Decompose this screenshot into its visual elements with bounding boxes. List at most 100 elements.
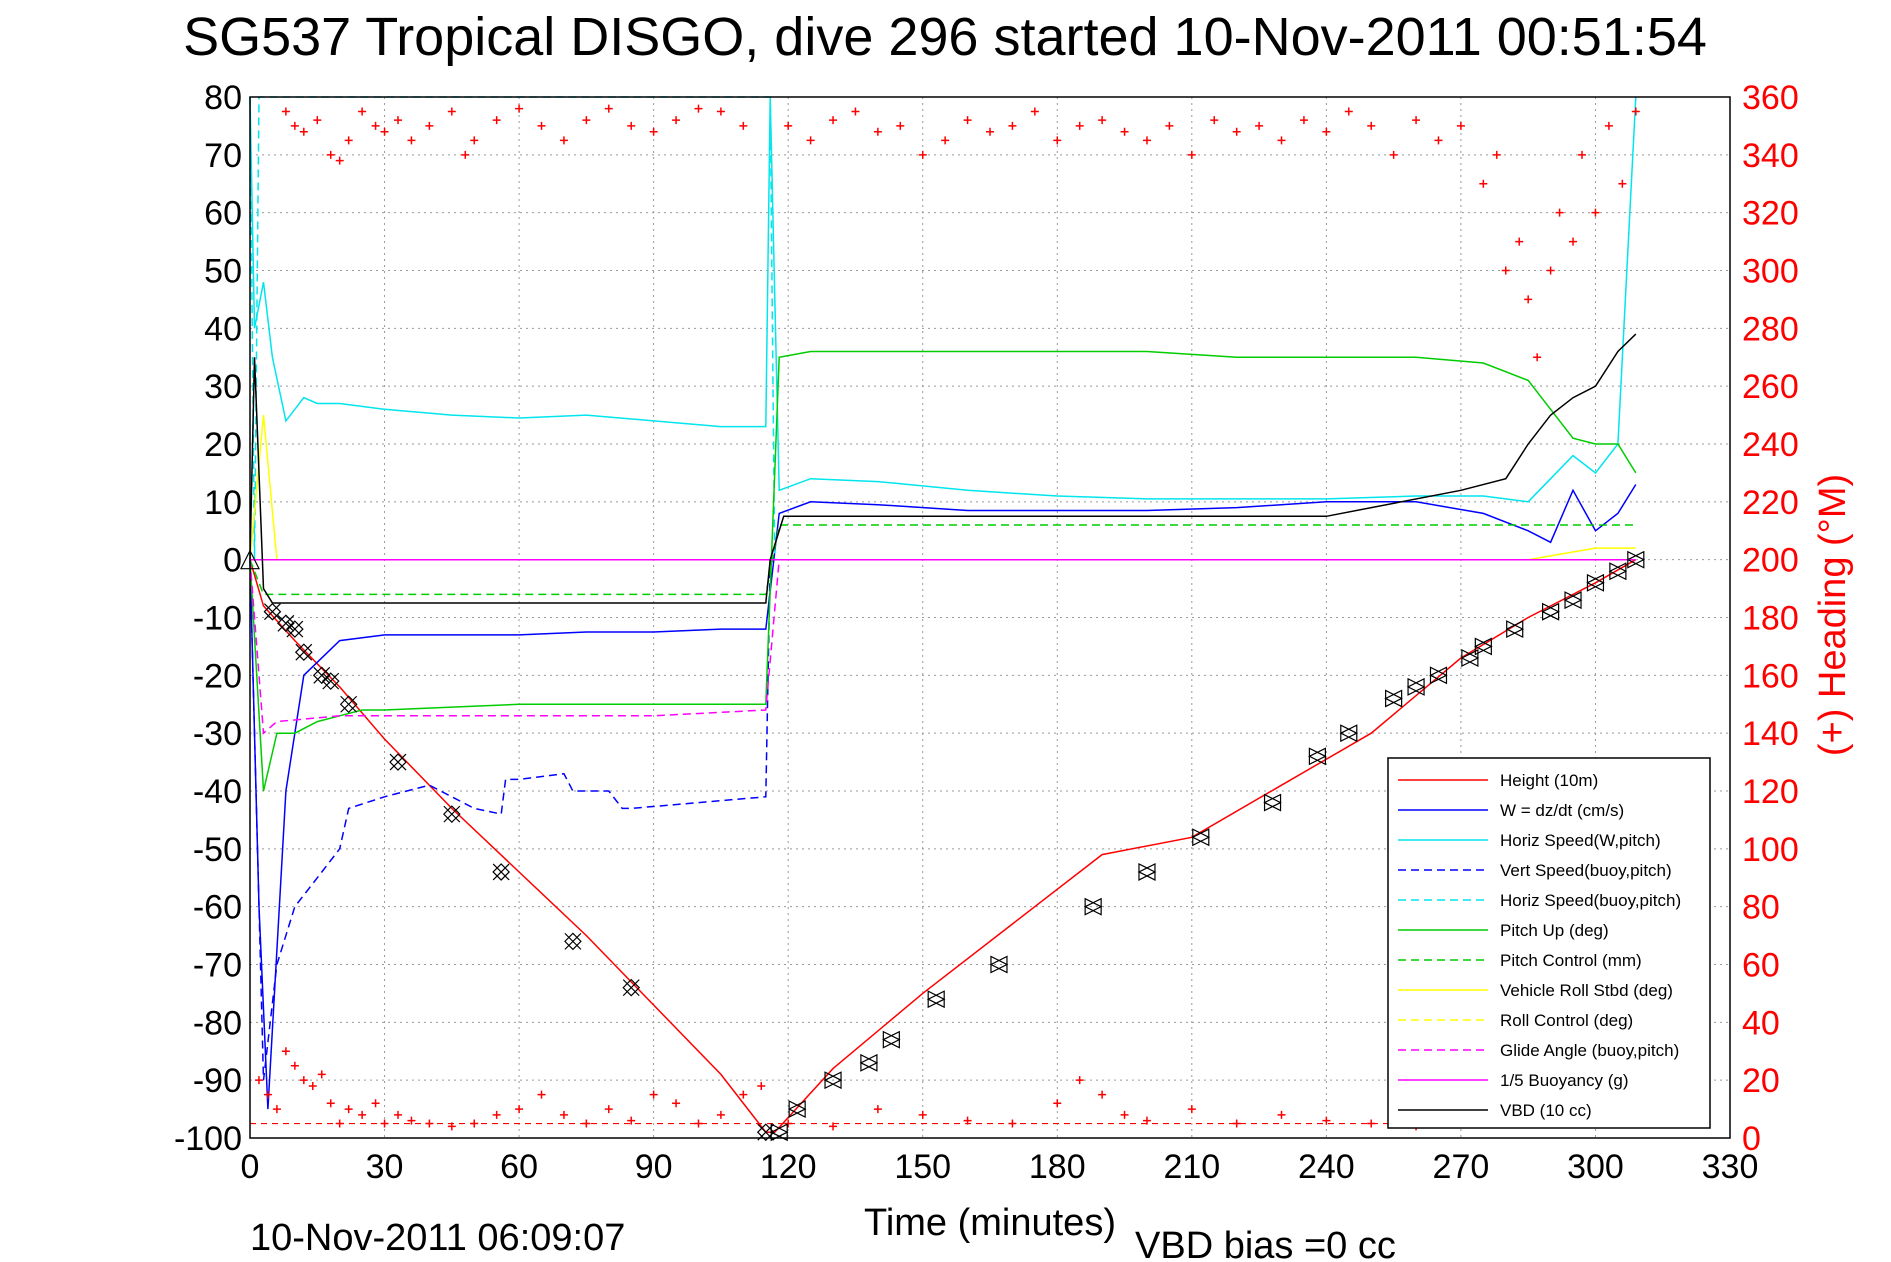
- heading-point: [1389, 150, 1398, 159]
- legend-label: VBD (10 cc): [1500, 1101, 1592, 1120]
- heading-point: [1120, 127, 1129, 136]
- ascent-marker: [1563, 591, 1583, 610]
- heading-point: [326, 1099, 335, 1108]
- heading-point: [290, 1061, 299, 1070]
- dive-markers: [240, 549, 1646, 1142]
- heading-point: [1546, 266, 1555, 275]
- ascent-marker: [1429, 666, 1448, 685]
- y2-tick-label: 0: [1742, 1120, 1761, 1158]
- descent-marker: [442, 805, 461, 823]
- heading-point: [380, 127, 389, 136]
- ascent-marker: [1263, 793, 1282, 812]
- descent-marker: [622, 978, 641, 997]
- heading-point: [1501, 266, 1510, 275]
- heading-point: [299, 1076, 308, 1085]
- heading-point: [694, 104, 703, 113]
- heading-point: [672, 1099, 681, 1108]
- heading-point: [1098, 1090, 1107, 1099]
- descent-marker: [277, 614, 295, 633]
- heading-point: [806, 136, 815, 145]
- heading-point: [394, 116, 402, 125]
- heading-point: [272, 1105, 281, 1114]
- heading-point: [1322, 127, 1331, 136]
- heading-point: [492, 116, 501, 125]
- y2-tick-label: 220: [1742, 484, 1799, 522]
- heading-point: [672, 116, 681, 125]
- heading-point: [1631, 107, 1640, 116]
- heading-point: [344, 1105, 353, 1114]
- y2-tick-label: 160: [1742, 657, 1799, 695]
- y2-tick-label: 120: [1742, 773, 1799, 811]
- heading-point: [1344, 107, 1353, 116]
- heading-point: [1434, 136, 1443, 145]
- heading-point: [1187, 150, 1196, 159]
- x-tick-label: 120: [760, 1148, 817, 1186]
- heading-point: [1555, 208, 1564, 217]
- y2-tick-label: 360: [1742, 79, 1799, 117]
- heading-point: [1030, 107, 1039, 116]
- heading-point: [1120, 1110, 1129, 1119]
- heading-point: [1578, 150, 1586, 159]
- descent-marker: [389, 753, 407, 771]
- heading-point: [371, 1099, 380, 1108]
- y-tick-label: -100: [174, 1120, 242, 1158]
- x-tick-label: 150: [894, 1148, 951, 1186]
- chart-title: SG537 Tropical DISGO, dive 296 started 1…: [183, 7, 1707, 67]
- heading-point: [313, 116, 322, 125]
- series-line: [249, 524, 1636, 596]
- descent-marker: [263, 602, 282, 621]
- x-tick-label: 60: [500, 1148, 538, 1186]
- ascent-marker: [1473, 637, 1493, 656]
- y-tick-label: 50: [204, 253, 242, 291]
- ascent-marker: [859, 1053, 879, 1072]
- heading-point: [918, 1110, 927, 1119]
- heading-point: [470, 136, 479, 145]
- y-tick-label: 70: [204, 137, 242, 175]
- heading-point: [716, 107, 725, 116]
- heading-point: [1187, 1105, 1196, 1114]
- heading-point: [918, 150, 927, 159]
- heading-point: [344, 136, 353, 145]
- heading-point: [394, 1110, 402, 1119]
- y2-tick-label: 280: [1742, 310, 1799, 348]
- heading-point: [941, 136, 950, 145]
- y2-axis-label: (+) Heading (°M): [1812, 474, 1854, 756]
- heading-point: [461, 150, 470, 159]
- y2-tick-label: 340: [1742, 137, 1799, 175]
- legend-label: Pitch Up (deg): [1500, 921, 1609, 940]
- ascent-marker: [1505, 620, 1525, 639]
- legend: Height (10m) W = dz/dt (cm/s) Horiz Speed(…: [1387, 757, 1711, 1129]
- heading-point: [1075, 121, 1084, 130]
- heading-point: [1210, 116, 1219, 125]
- x-tick-label: 330: [1702, 1148, 1759, 1186]
- heading-point: [739, 1090, 748, 1099]
- ascent-marker: [926, 990, 946, 1009]
- heading-point: [281, 107, 290, 116]
- x-axis-label: Time (minutes): [864, 1202, 1116, 1244]
- heading-point: [1277, 136, 1286, 145]
- x-tick-label: 300: [1567, 1148, 1624, 1186]
- x-tick-label: 0: [241, 1148, 260, 1186]
- legend-label: Horiz Speed(W,pitch): [1500, 831, 1661, 850]
- x-tick-label: 270: [1433, 1148, 1490, 1186]
- heading-point: [716, 1110, 725, 1119]
- series-line: [249, 559, 771, 1081]
- heading-point: [1618, 179, 1627, 188]
- x-tick-label: 30: [366, 1148, 404, 1186]
- y2-tick-label: 240: [1742, 426, 1799, 464]
- ascent-marker: [1137, 862, 1157, 881]
- y-tick-label: 10: [204, 484, 242, 522]
- legend-label: Horiz Speed(buoy,pitch): [1500, 891, 1681, 910]
- y-tick-label: 60: [204, 195, 242, 233]
- heading-point: [784, 121, 793, 130]
- y-tick-label: -30: [193, 715, 242, 753]
- series-line: [249, 558, 1636, 735]
- series-lines: [249, 96, 1637, 1133]
- ascent-marker: [1308, 747, 1327, 766]
- heading-point: [1492, 150, 1501, 159]
- heading-point: [1255, 121, 1264, 130]
- ascent-marker: [1460, 649, 1480, 667]
- heading-point: [1098, 116, 1107, 125]
- heading-point: [371, 121, 380, 130]
- legend-label: Roll Control (deg): [1500, 1011, 1633, 1030]
